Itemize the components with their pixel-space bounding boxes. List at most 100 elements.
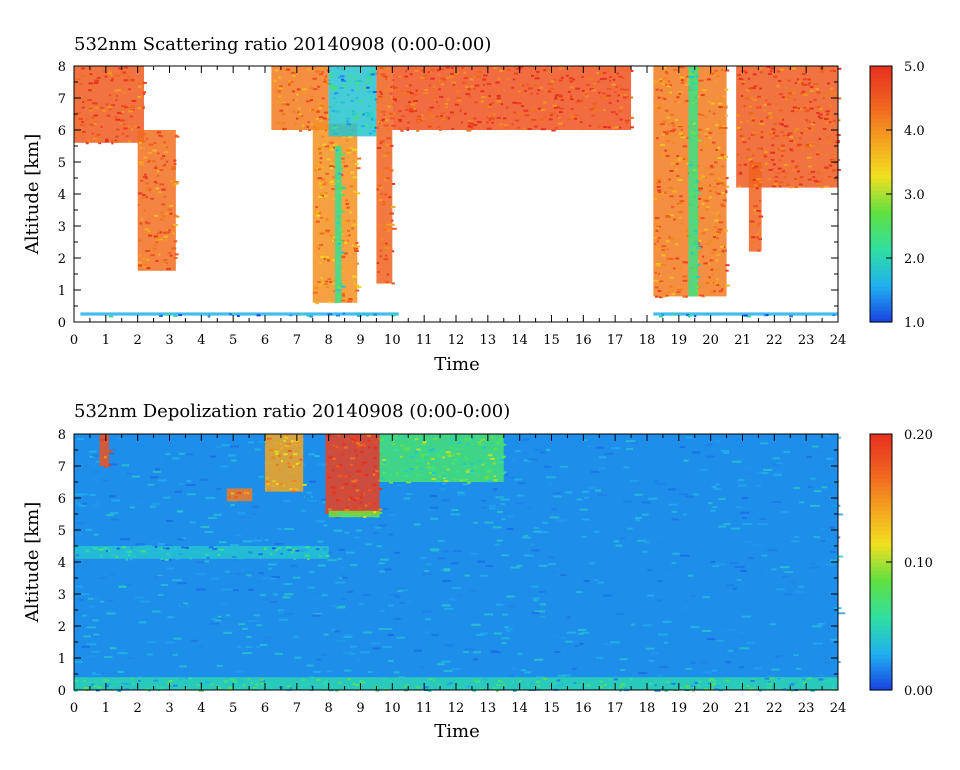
scattering-ratio-feature bbox=[653, 312, 838, 318]
colorbar-segment bbox=[870, 470, 892, 475]
x-tick-label: 10 bbox=[384, 333, 401, 348]
colorbar-tick-label: 4.0 bbox=[904, 124, 925, 139]
x-tick-label: 15 bbox=[543, 701, 560, 716]
x-tick-label: 0 bbox=[70, 701, 78, 716]
colorbar-segment bbox=[870, 606, 892, 611]
colorbar-segment bbox=[870, 546, 892, 551]
colorbar-segment bbox=[870, 242, 892, 247]
colorbar-segment bbox=[870, 618, 892, 623]
x-tick-label: 23 bbox=[798, 701, 815, 716]
colorbar-segment bbox=[870, 70, 892, 75]
colorbar-segment bbox=[870, 106, 892, 111]
colorbar-segment bbox=[870, 530, 892, 535]
colorbar-segment bbox=[870, 94, 892, 99]
colorbar-segment bbox=[870, 82, 892, 87]
colorbar-segment bbox=[870, 622, 892, 627]
colorbar-segment bbox=[870, 174, 892, 179]
colorbar-segment bbox=[870, 490, 892, 495]
colorbar-segment bbox=[870, 182, 892, 187]
colorbar-tick-label: 3.0 bbox=[904, 188, 925, 203]
colorbar-segment bbox=[870, 310, 892, 315]
colorbar-segment bbox=[870, 434, 892, 439]
colorbar-segment bbox=[870, 454, 892, 459]
colorbar-segment bbox=[870, 266, 892, 271]
colorbar-segment bbox=[870, 590, 892, 595]
colorbar-segment bbox=[870, 510, 892, 515]
colorbar-segment bbox=[870, 658, 892, 663]
colorbar-segment bbox=[870, 226, 892, 231]
colorbar-segment bbox=[870, 582, 892, 587]
y-tick-label: 1 bbox=[58, 652, 66, 667]
colorbar-segment bbox=[870, 566, 892, 571]
colorbar-segment bbox=[870, 526, 892, 531]
colorbar-tick-label: 0.20 bbox=[904, 428, 933, 443]
depolarization-ratio-feature bbox=[328, 510, 383, 518]
colorbar-segment bbox=[870, 186, 892, 191]
y-tick-label: 3 bbox=[58, 588, 66, 603]
x-tick-label: 21 bbox=[734, 701, 751, 716]
colorbar-segment bbox=[870, 210, 892, 215]
depolarization-ratio-feature bbox=[379, 434, 507, 484]
y-tick-label: 4 bbox=[58, 188, 66, 203]
colorbar-segment bbox=[870, 194, 892, 199]
x-tick-label: 7 bbox=[293, 333, 301, 348]
scattering-ratio-feature bbox=[271, 66, 333, 132]
colorbar-segment bbox=[870, 670, 892, 675]
x-tick-label: 14 bbox=[511, 701, 528, 716]
y-tick-label: 2 bbox=[58, 252, 66, 267]
x-tick-label: 4 bbox=[197, 701, 205, 716]
colorbar-segment bbox=[870, 154, 892, 159]
colorbar-segment bbox=[870, 678, 892, 683]
colorbar-segment bbox=[870, 138, 892, 143]
x-tick-label: 2 bbox=[134, 333, 142, 348]
x-tick-label: 3 bbox=[165, 333, 173, 348]
x-tick-label: 11 bbox=[416, 333, 433, 348]
x-tick-label: 1 bbox=[102, 701, 110, 716]
colorbar-segment bbox=[870, 86, 892, 91]
scattering-ratio-xlabel: Time bbox=[434, 354, 479, 375]
colorbar-segment bbox=[870, 602, 892, 607]
colorbar-segment bbox=[870, 462, 892, 467]
x-tick-label: 20 bbox=[702, 701, 719, 716]
colorbar-segment bbox=[870, 122, 892, 127]
colorbar-segment bbox=[870, 234, 892, 239]
colorbar-segment bbox=[870, 126, 892, 131]
y-tick-label: 5 bbox=[58, 156, 66, 171]
x-tick-label: 12 bbox=[448, 701, 465, 716]
colorbar-segment bbox=[870, 90, 892, 95]
x-tick-label: 13 bbox=[480, 333, 497, 348]
depolarization-ratio-feature bbox=[325, 434, 384, 516]
y-tick-label: 6 bbox=[58, 124, 66, 139]
colorbar-segment bbox=[870, 246, 892, 251]
colorbar-segment bbox=[870, 646, 892, 651]
scattering-ratio-feature bbox=[328, 66, 380, 137]
scattering-ratio-feature bbox=[748, 162, 764, 252]
y-tick-label: 0 bbox=[58, 316, 66, 331]
colorbar-segment bbox=[870, 482, 892, 487]
colorbar-segment bbox=[870, 542, 892, 547]
colorbar-segment bbox=[870, 66, 892, 71]
y-tick-label: 1 bbox=[58, 284, 66, 299]
colorbar-segment bbox=[870, 522, 892, 527]
x-tick-label: 17 bbox=[607, 333, 624, 348]
colorbar-segment bbox=[870, 538, 892, 543]
depolarization-ratio-panel: 532nm Depolization ratio 20140908 (0:00-… bbox=[22, 401, 933, 742]
x-tick-label: 11 bbox=[416, 701, 433, 716]
x-tick-label: 6 bbox=[261, 333, 269, 348]
scattering-ratio-plot-area bbox=[74, 66, 842, 322]
colorbar-segment bbox=[870, 150, 892, 155]
colorbar-segment bbox=[870, 450, 892, 455]
colorbar-segment bbox=[870, 558, 892, 563]
colorbar-segment bbox=[870, 474, 892, 479]
colorbar-segment bbox=[870, 534, 892, 539]
x-tick-label: 4 bbox=[197, 333, 205, 348]
colorbar-segment bbox=[870, 222, 892, 227]
colorbar-segment bbox=[870, 114, 892, 119]
y-tick-label: 0 bbox=[58, 684, 66, 699]
colorbar-segment bbox=[870, 682, 892, 687]
colorbar-segment bbox=[870, 634, 892, 639]
x-tick-label: 24 bbox=[830, 333, 847, 348]
colorbar-segment bbox=[870, 610, 892, 615]
colorbar-tick-label: 1.0 bbox=[904, 316, 925, 331]
